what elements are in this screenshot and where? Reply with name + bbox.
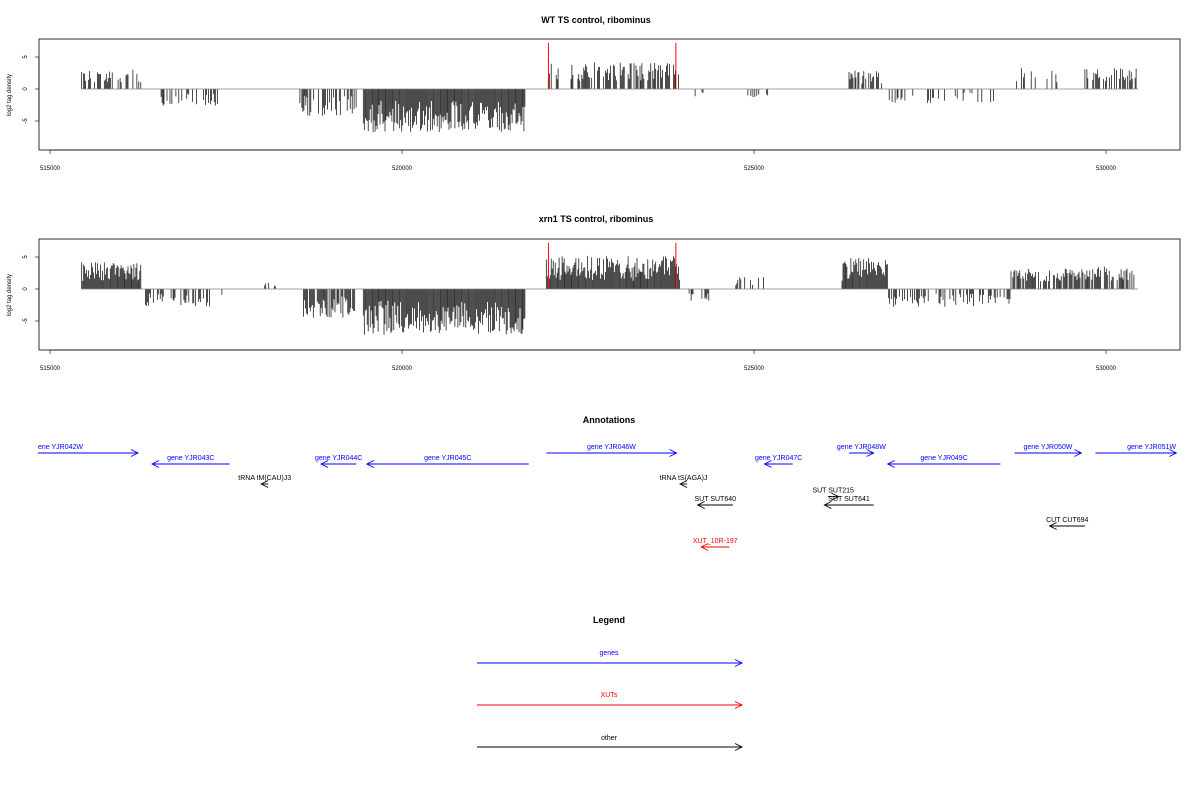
- track-xrn1-axes: 515000 520000 525000 530000 5 0 -5 log2 …: [7, 255, 1117, 372]
- track-xrn1-ytick: -5: [23, 318, 29, 324]
- feature-label: tRNA tS(AGA)J: [660, 475, 708, 482]
- legend-item-label: genes: [599, 650, 619, 657]
- annotation-feature: SUT SUT640: [695, 496, 737, 509]
- annotation-feature: tRNA tS(AGA)J: [660, 475, 708, 488]
- track-xrn1-title: xrn1 TS control, ribominus: [539, 214, 654, 224]
- feature-label: gene YJR050W: [1023, 444, 1072, 451]
- feature-label: gene YJR044C: [315, 455, 362, 462]
- annotation-feature: gene YJR043C: [151, 455, 230, 468]
- feature-arrowhead-icon: [1074, 449, 1083, 457]
- track-wt-xtick: 515000: [40, 166, 61, 172]
- annotations-features: ene YJR042W gene YJR043C tRNA tM(CAU)J3 gen…: [38, 444, 1178, 551]
- track-wt-ylabel: log2 tag density: [7, 74, 13, 116]
- track-wt-bars: [81, 62, 1137, 133]
- feature-arrowhead-icon: [320, 460, 329, 468]
- feature-arrowhead-icon: [130, 449, 140, 457]
- annotation-feature: XUT_10R-197: [693, 538, 738, 551]
- annotation-feature: gene YJR048W: [837, 444, 886, 457]
- feature-arrowhead-icon: [260, 480, 269, 488]
- feature-arrowhead-icon: [1169, 449, 1178, 457]
- feature-arrowhead-icon: [679, 480, 688, 488]
- track-xrn1-ylabel: log2 tag density: [7, 274, 13, 316]
- feature-arrowhead-icon: [866, 449, 875, 457]
- feature-arrowhead-icon: [365, 460, 375, 468]
- track-xrn1-bars: [81, 255, 1135, 335]
- annotations-title: Annotations: [583, 415, 636, 425]
- annotation-feature: gene YJR047C: [755, 455, 802, 468]
- annotation-feature: gene YJR050W: [1014, 444, 1083, 457]
- feature-arrowhead-icon: [823, 501, 832, 509]
- annotation-feature: CUT CUT694: [1046, 517, 1089, 530]
- feature-label: tRNA tM(CAU)J3: [238, 475, 291, 482]
- feature-arrowhead-icon: [763, 460, 772, 468]
- track-wt-xtick: 530000: [1096, 166, 1117, 172]
- legend-item-label: other: [601, 735, 618, 742]
- feature-label: ene YJR042W: [38, 444, 83, 451]
- feature-label: gene YJR046W: [587, 444, 636, 451]
- track-xrn1-xtick: 530000: [1096, 366, 1117, 372]
- legend: Legend genes XUTs other: [477, 615, 744, 751]
- annotation-feature: tRNA tM(CAU)J3: [238, 475, 291, 488]
- track-wt-ytick: 0: [23, 87, 29, 91]
- feature-arrowhead-icon: [700, 543, 709, 551]
- track-wt-xtick: 525000: [744, 166, 765, 172]
- feature-label: gene YJR051W: [1127, 444, 1176, 451]
- annotation-feature: gene YJR046W: [546, 444, 678, 457]
- track-wt-ytick: 5: [23, 55, 29, 59]
- legend-title: Legend: [593, 615, 625, 625]
- feature-arrowhead-icon: [696, 501, 705, 509]
- legend-item-genes: genes: [477, 650, 744, 667]
- feature-label: XUT_10R-197: [693, 538, 738, 545]
- feature-label: gene YJR049C: [920, 455, 967, 462]
- legend-item-xuts: XUTs: [477, 692, 744, 709]
- annotation-feature: gene YJR044C: [315, 455, 362, 468]
- feature-label: gene YJR045C: [424, 455, 471, 462]
- track-wt-axes: 515000 520000 525000 530000 5 0 -5 log2 …: [7, 55, 1117, 172]
- track-xrn1: xrn1 TS control, ribominus 515000 520000…: [7, 214, 1181, 372]
- feature-arrowhead-icon: [669, 449, 678, 457]
- annotation-feature: SUT SUT215: [812, 488, 854, 501]
- feature-label: gene YJR043C: [167, 455, 214, 462]
- feature-label: gene YJR047C: [755, 455, 802, 462]
- track-xrn1-xtick: 525000: [744, 366, 765, 372]
- track-wt: WT TS control, ribominus 515000 520000 5…: [7, 15, 1181, 172]
- feature-arrowhead-icon: [151, 460, 160, 468]
- track-wt-title: WT TS control, ribominus: [541, 15, 651, 25]
- track-xrn1-ytick: 0: [23, 287, 29, 291]
- annotation-feature: gene YJR051W: [1095, 444, 1178, 457]
- track-wt-highlights: [547, 42, 677, 89]
- feature-label: SUT SUT640: [695, 496, 737, 503]
- track-xrn1-ytick: 5: [23, 255, 29, 259]
- legend-item-other: other: [477, 735, 744, 751]
- track-wt-ytick: -5: [23, 118, 29, 124]
- feature-arrowhead-icon: [831, 492, 840, 501]
- track-xrn1-highlights: [547, 242, 677, 289]
- annotation-feature: ene YJR042W: [38, 444, 140, 457]
- feature-arrowhead-icon: [886, 460, 895, 468]
- annotations: Annotations ene YJR042W gene YJR043C tRNA …: [38, 415, 1178, 551]
- feature-arrowhead-icon: [1048, 522, 1057, 530]
- legend-arrowhead-icon: [734, 743, 744, 751]
- track-xrn1-xtick: 520000: [392, 366, 413, 372]
- track-wt-xtick: 520000: [392, 166, 413, 172]
- feature-label: CUT CUT694: [1046, 517, 1088, 524]
- feature-label: SUT SUT215: [812, 488, 854, 495]
- annotation-feature: SUT SUT641: [823, 496, 874, 509]
- legend-arrowhead-icon: [734, 701, 744, 709]
- track-xrn1-xtick: 515000: [40, 366, 61, 372]
- annotation-feature: gene YJR045C: [365, 455, 529, 468]
- annotation-feature: gene YJR049C: [886, 455, 1001, 468]
- legend-item-label: XUTs: [601, 692, 618, 699]
- feature-label: SUT SUT641: [828, 496, 870, 503]
- legend-arrowhead-icon: [734, 659, 744, 667]
- feature-label: gene YJR048W: [837, 444, 886, 451]
